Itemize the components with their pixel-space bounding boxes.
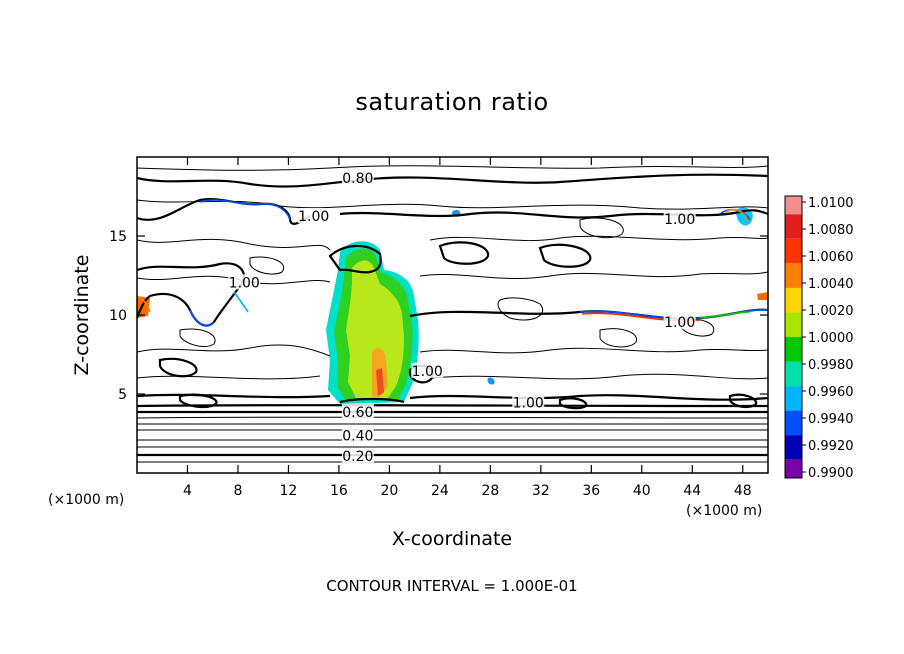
colorbar-label: 1.0060 [808, 250, 854, 265]
contour-field [137, 165, 768, 463]
x-tick-label: 48 [734, 483, 752, 499]
colorbar-label: 1.0040 [808, 277, 854, 292]
contour-label: 0.20 [342, 449, 373, 465]
colorbar-swatch [785, 214, 802, 239]
contour-label-bg [663, 313, 696, 329]
colorbar: 1.0100 1.0080 1.0060 1.0040 1.0020 1.0000 0.99… [784, 195, 854, 481]
colorbar-swatch [785, 287, 802, 313]
colorbar-swatch [785, 312, 802, 337]
x-tick-label: 44 [683, 483, 701, 499]
x-tick-label: 4 [183, 483, 192, 499]
cloud-region-yellow [346, 260, 404, 398]
colorbar-label: 1.0000 [808, 331, 854, 346]
x-axis-ticks: 4 8 12 16 20 24 28 32 36 40 44 48 [183, 157, 752, 499]
x-axis-label: X-coordinate [391, 528, 513, 550]
contour-label-bg [512, 394, 545, 410]
contour-label-bg [341, 403, 374, 419]
contour-label-bg [341, 427, 374, 443]
colorbar-label: 1.0020 [808, 304, 854, 319]
contour-label: 1.00 [229, 275, 260, 291]
x-tick-label: 40 [633, 483, 651, 499]
contour-label-bg [297, 208, 330, 224]
y-tick-label: 5 [118, 387, 127, 403]
contour-label: 1.00 [298, 209, 329, 225]
x-tick-label: 28 [481, 483, 499, 499]
x-unit-left: (×1000 m) [48, 492, 125, 508]
contour-label-bg [228, 274, 261, 290]
colorbar-label: 1.0080 [808, 223, 854, 238]
y-tick-label: 15 [109, 229, 127, 245]
colorbar-swatch [785, 410, 802, 436]
colorbar-swatch [785, 459, 802, 478]
contour-label: 1.00 [513, 395, 544, 411]
contour-label: 1.00 [664, 212, 695, 228]
y-tick-label: 10 [109, 308, 127, 324]
small-blue-patch-2 [487, 377, 495, 385]
x-tick-label: 20 [380, 483, 398, 499]
colorbar-label: 1.0100 [808, 196, 854, 211]
colorbar-label: 0.9920 [808, 439, 854, 454]
contour-label-bg [341, 448, 374, 464]
colorbar-swatch [785, 361, 802, 387]
x-tick-label: 32 [532, 483, 550, 499]
cloud-core-red [376, 368, 384, 396]
contour-interval-note: CONTOUR INTERVAL = 1.000E-01 [326, 577, 578, 595]
x-tick-label: 24 [431, 483, 449, 499]
colorbar-label: 0.9980 [808, 358, 854, 373]
contour-label-bg [663, 211, 696, 227]
colorbar-label: 0.9900 [808, 466, 854, 481]
thin-contours [137, 165, 768, 463]
contour-label: 0.40 [342, 429, 373, 445]
colorbar-swatch [785, 337, 802, 362]
x-tick-label: 36 [582, 483, 600, 499]
x-tick-label: 8 [233, 483, 242, 499]
contour-label-bg [411, 362, 444, 378]
right-edge-patch [757, 292, 768, 300]
contour-label: 1.00 [664, 315, 695, 331]
colorbar-label: 0.9940 [808, 412, 854, 427]
y-axis-ticks: 5 10 15 [109, 229, 768, 403]
x-unit-right: (×1000 m) [686, 503, 763, 519]
x-tick-label: 16 [330, 483, 348, 499]
x-tick-label: 12 [280, 483, 298, 499]
colorbar-swatch [785, 196, 802, 215]
colorbar-swatch [785, 263, 802, 288]
contour-label-bg [341, 170, 374, 186]
contour-label: 0.60 [342, 405, 373, 421]
contour-label: 0.80 [342, 171, 373, 187]
colorbar-swatch [785, 386, 802, 411]
colorbar-swatch [785, 435, 802, 460]
colorbar-label: 0.9960 [808, 385, 854, 400]
contour-labels: 0.80 1.00 1.00 1.00 1.00 1.00 1.00 0.60 0.40 0.20 [228, 170, 696, 465]
chart-title: saturation ratio [355, 88, 549, 116]
colorbar-swatch [785, 238, 802, 264]
contour-label: 1.00 [412, 364, 443, 380]
